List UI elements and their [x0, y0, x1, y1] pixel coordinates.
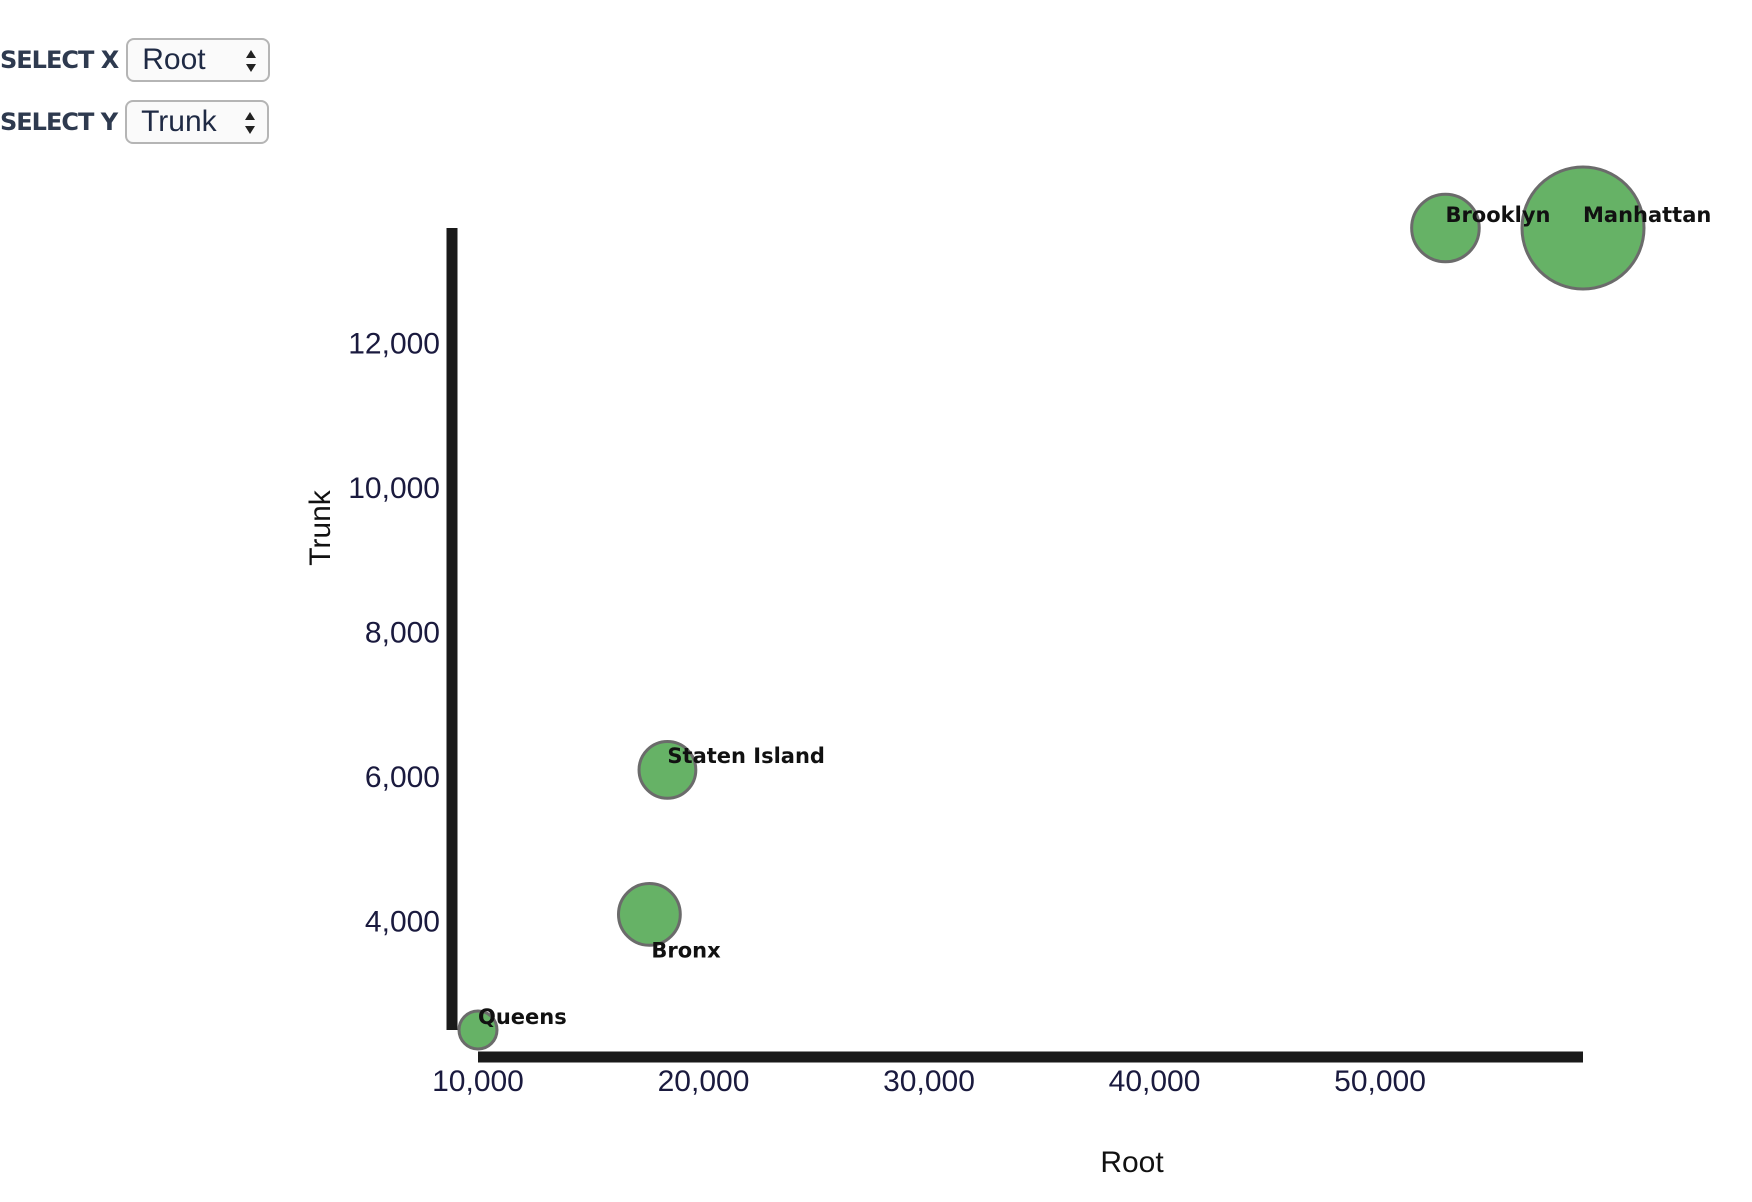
x-tick-label-1: 20,000 — [658, 1065, 750, 1098]
select-x-label: SELECT X — [0, 46, 119, 74]
bubble-brooklyn — [1410, 192, 1481, 264]
bubble-label-staten-island: Staten Island — [667, 744, 825, 768]
select-y-dropdown[interactable]: Trunk — [125, 100, 270, 144]
bubble-label-queens: Queens — [478, 1005, 567, 1029]
bubble-staten-island — [637, 740, 698, 800]
select-y-label: SELECT Y — [0, 108, 118, 136]
select-x-value: Root — [142, 43, 206, 76]
y-tick-label-3: 10,000 — [348, 472, 440, 505]
x-tick-label-4: 50,000 — [1334, 1065, 1426, 1098]
x-axis-title: Root — [1100, 1146, 1164, 1179]
select-x-dropdown[interactable]: Root — [126, 38, 271, 82]
y-axis-title: Trunk — [304, 489, 337, 566]
select-y-row: SELECT Y Trunk — [0, 100, 270, 144]
bubble-label-brooklyn: Brooklyn — [1445, 203, 1550, 227]
updown-chevron-icon — [246, 50, 257, 72]
y-tick-label-1: 6,000 — [365, 761, 440, 794]
bubble-manhattan — [1520, 165, 1646, 291]
chart-bubbles — [457, 165, 1646, 1051]
select-x-row: SELECT X Root — [0, 38, 271, 82]
chart-axes: 10,000 20,000 30,000 40,000 50,000 4,000 6,000… — [348, 228, 1583, 1098]
chart-bubble-labels: Queens Bronx Staten Island Brooklyn Manhatta… — [478, 203, 1711, 1029]
x-tick-label-0: 10,000 — [432, 1065, 524, 1098]
updown-chevron-icon — [245, 112, 256, 134]
bubble-label-bronx: Bronx — [651, 938, 721, 962]
y-tick-label-2: 8,000 — [365, 617, 440, 650]
x-tick-label-2: 30,000 — [883, 1065, 975, 1098]
y-tick-label-4: 12,000 — [348, 328, 440, 361]
select-y-value: Trunk — [141, 105, 217, 138]
y-tick-label-0: 4,000 — [365, 906, 440, 939]
x-tick-label-3: 40,000 — [1109, 1065, 1201, 1098]
bubble-queens — [457, 1009, 499, 1051]
bubble-bronx — [616, 882, 682, 947]
bubble-label-manhattan: Manhattan — [1583, 203, 1711, 227]
